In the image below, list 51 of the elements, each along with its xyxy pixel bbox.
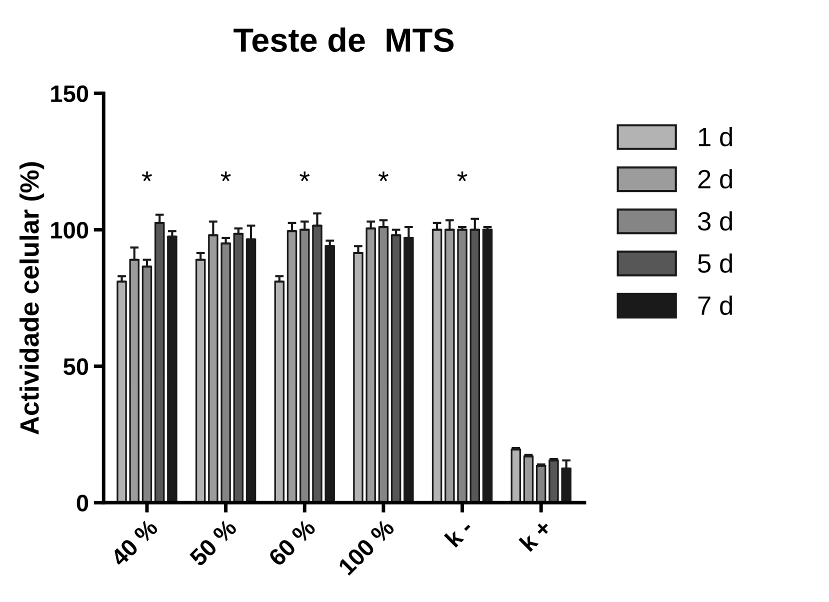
bar	[366, 228, 376, 503]
bar	[208, 234, 218, 503]
bar	[470, 228, 480, 503]
legend-label: 1 d	[698, 126, 732, 146]
bar	[116, 280, 127, 503]
bar	[548, 460, 559, 503]
x-tick-label: 100 %	[338, 518, 396, 576]
chart-title: Teste de MTS	[234, 27, 454, 52]
bar	[510, 448, 521, 503]
bar	[300, 228, 310, 503]
bar	[246, 238, 256, 503]
annotation: *	[378, 171, 388, 182]
x-tick-label: 50 %	[188, 518, 238, 568]
x-tick-label: 40 %	[110, 518, 159, 568]
bar	[195, 258, 206, 503]
annotation: *	[457, 171, 468, 182]
legend-label: 3 d	[698, 211, 732, 231]
bar	[457, 228, 468, 503]
bar	[404, 237, 414, 503]
bar	[167, 236, 178, 503]
legend-label: 2 d	[698, 169, 732, 189]
annotation: *	[142, 171, 152, 182]
bar	[353, 252, 364, 503]
annotation: *	[300, 171, 310, 182]
x-tick-label: 60 %	[268, 518, 316, 567]
bar	[142, 266, 152, 503]
bar	[274, 280, 285, 503]
bar	[444, 228, 455, 503]
bar	[482, 228, 493, 503]
legend-label: 5 d	[698, 253, 732, 273]
bar	[561, 468, 572, 503]
y-axis-title: Actividade celular (%)	[19, 162, 44, 434]
bar	[523, 455, 534, 503]
bar	[390, 234, 402, 503]
y-tick-label: 0	[76, 494, 88, 512]
annotation: *	[220, 171, 231, 182]
legend-label: 7 d	[698, 296, 732, 315]
x-tick-label: k +	[518, 518, 553, 552]
y-tick-label: 150	[51, 85, 88, 102]
bar	[432, 228, 442, 503]
bar	[286, 230, 298, 503]
y-tick-label: 100	[51, 222, 88, 239]
bar	[378, 226, 389, 503]
bar	[220, 242, 231, 503]
bar	[324, 245, 335, 503]
x-tick-label: k -	[444, 518, 474, 548]
bar	[312, 224, 322, 503]
bar	[129, 258, 140, 503]
bar	[233, 233, 244, 503]
bar	[154, 222, 165, 503]
y-tick-label: 50	[64, 358, 88, 376]
